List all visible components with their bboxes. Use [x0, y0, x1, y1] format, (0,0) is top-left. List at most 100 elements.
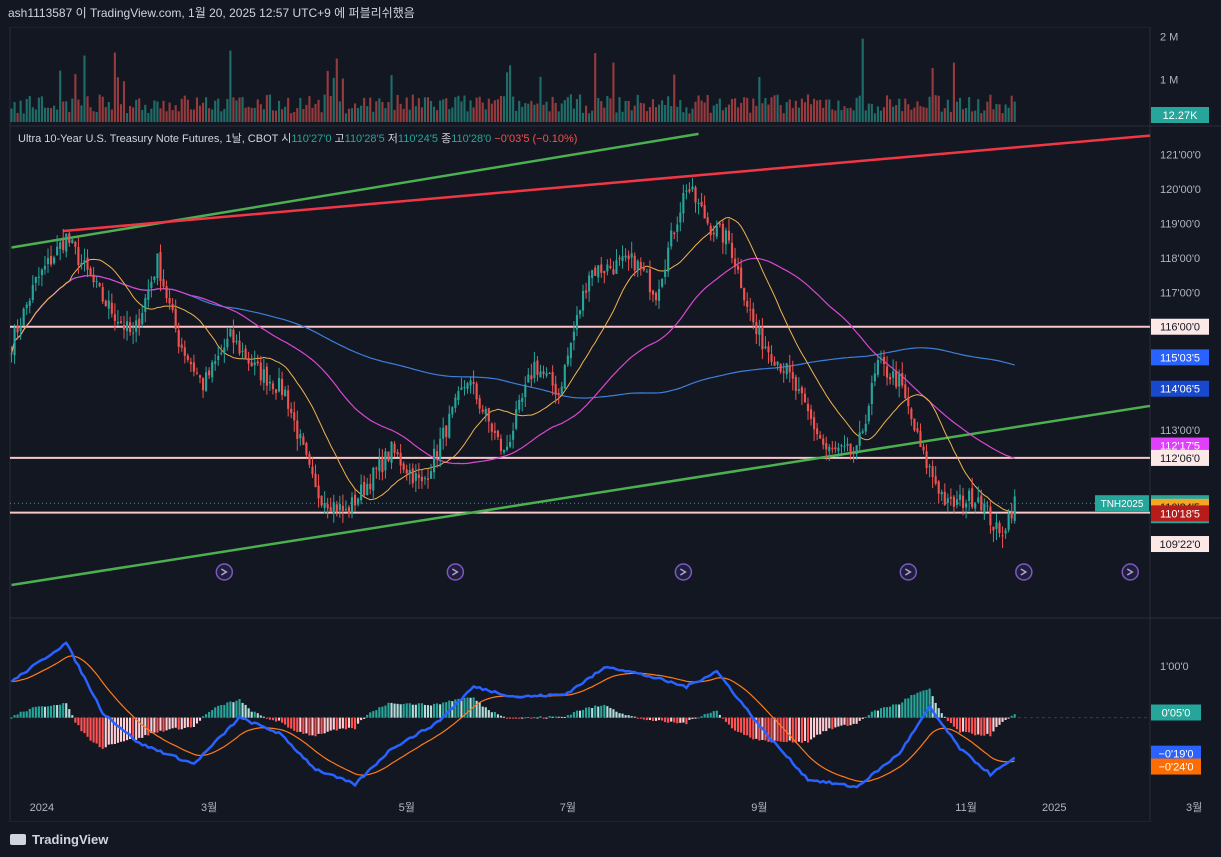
candle-body: [794, 376, 797, 391]
volume-bar: [803, 102, 807, 122]
macd-histogram-bar: [442, 702, 445, 718]
macd-label-tag: [1151, 704, 1201, 721]
candle-body: [101, 287, 104, 302]
macd-histogram-bar: [192, 717, 195, 727]
candle-body: [509, 441, 512, 447]
volume-bar: [37, 97, 40, 122]
volume-bar: [563, 100, 566, 122]
volume-bar: [557, 111, 560, 122]
candle-body: [256, 361, 259, 364]
high-label: 고: [334, 133, 345, 145]
volume-bar: [502, 96, 506, 122]
candle-body: [870, 382, 873, 404]
volume-bar: [19, 100, 22, 122]
volume-bar: [664, 105, 667, 122]
candle-body: [293, 412, 296, 421]
macd-histogram-bar: [889, 706, 892, 718]
volume-bar: [715, 103, 718, 122]
candle-body: [235, 340, 238, 342]
volume-bar: [445, 98, 448, 122]
candle-body: [925, 451, 928, 468]
candle-body: [858, 432, 861, 446]
macd-histogram-bar: [350, 717, 354, 729]
volume-bar: [326, 70, 329, 122]
volume-bar: [855, 97, 858, 122]
volume-bar: [518, 100, 521, 122]
volume-bar: [56, 109, 59, 122]
volume-bar: [539, 76, 542, 122]
macd-histogram-bar: [721, 717, 724, 719]
volume-bar: [332, 77, 335, 122]
volume-bar: [588, 113, 591, 122]
candle-body: [606, 264, 609, 272]
candle-body: [186, 355, 189, 360]
macd-histogram-bar: [296, 717, 299, 733]
volume-bar: [162, 100, 165, 122]
volume-bar: [159, 108, 162, 122]
macd-histogram-bar: [405, 703, 408, 718]
volume-bar: [661, 100, 664, 122]
candle-body: [317, 485, 320, 499]
candle-body: [268, 381, 271, 384]
macd-histogram-bar: [347, 717, 351, 728]
candle-body: [752, 308, 755, 323]
candle-body: [262, 369, 265, 383]
macd-histogram-bar: [357, 717, 360, 724]
candle-body: [940, 492, 943, 495]
volume-bar: [749, 112, 752, 122]
candle-body: [375, 468, 378, 470]
macd-histogram-bar: [478, 702, 481, 718]
volume-bar: [156, 101, 159, 122]
candle-body: [943, 491, 946, 505]
candle-body: [609, 265, 612, 269]
candle-body: [10, 353, 13, 355]
macd-histogram-bar: [934, 702, 937, 718]
candle-body: [846, 443, 849, 446]
volume-bar: [116, 77, 119, 122]
candle-body: [934, 476, 937, 484]
macd-histogram-bar: [183, 717, 186, 728]
candle-body: [475, 383, 478, 400]
volume-bar: [627, 100, 630, 122]
macd-histogram-bar: [855, 717, 858, 724]
candle-body: [420, 476, 423, 482]
candle-body: [879, 358, 883, 360]
candle-body: [220, 352, 223, 355]
candle-body: [952, 496, 955, 507]
volume-bar: [393, 109, 396, 122]
macd-histogram-bar: [974, 717, 977, 736]
candle-body: [961, 495, 965, 508]
macd-histogram-bar: [259, 715, 262, 718]
macd-histogram-bar: [144, 717, 147, 736]
volume-bar: [788, 99, 791, 122]
volume-bar: [882, 107, 886, 122]
volume-bar: [727, 104, 731, 122]
candle-body: [62, 240, 65, 251]
tradingview-logo[interactable]: TradingView: [10, 832, 108, 847]
macd-histogram-bar: [287, 717, 290, 728]
price-label-tag: [1151, 380, 1209, 397]
volume-bar: [825, 99, 828, 122]
macd-histogram-bar: [822, 717, 825, 732]
macd-histogram-bar: [420, 703, 423, 718]
macd-histogram-bar: [563, 716, 566, 718]
volume-bar: [244, 107, 247, 122]
moving-average-magenta: [10, 257, 1015, 465]
publish-text: ash1113587 이 TradingView.com, 1월 20, 202…: [8, 6, 415, 20]
macd-histogram-bar: [180, 717, 183, 730]
macd-histogram-bar: [375, 710, 378, 718]
volume-bar: [682, 112, 685, 122]
candle-body: [305, 443, 308, 455]
volume-bar: [694, 101, 697, 122]
candle-body: [244, 348, 247, 360]
candle-body: [34, 277, 37, 283]
candle-body: [594, 267, 597, 276]
volume-bar: [849, 107, 852, 122]
candle-body: [515, 409, 518, 429]
price-label-7: 110'18'5: [1160, 508, 1200, 520]
macd-histogram-bar: [712, 711, 715, 718]
macd-histogram-bar: [521, 717, 524, 719]
candle-body: [284, 389, 287, 396]
candle-body: [241, 350, 244, 352]
macd-histogram-bar: [524, 717, 527, 719]
